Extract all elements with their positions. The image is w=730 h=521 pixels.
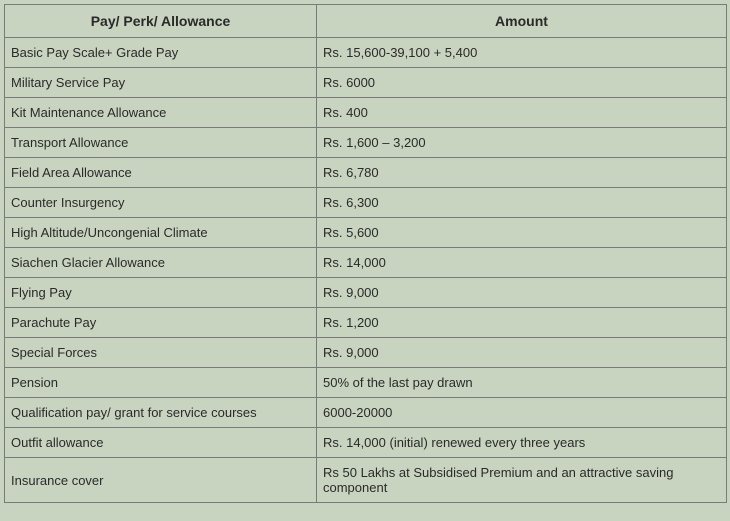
cell-amount: Rs. 5,600	[317, 218, 727, 248]
table-row: Flying PayRs. 9,000	[5, 278, 727, 308]
cell-label: High Altitude/Uncongenial Climate	[5, 218, 317, 248]
col-header-pay: Pay/ Perk/ Allowance	[5, 5, 317, 38]
cell-label: Outfit allowance	[5, 428, 317, 458]
cell-label: Qualification pay/ grant for service cou…	[5, 398, 317, 428]
table-row: Military Service PayRs. 6000	[5, 68, 727, 98]
cell-label: Siachen Glacier Allowance	[5, 248, 317, 278]
pay-allowance-table: Pay/ Perk/ Allowance Amount Basic Pay Sc…	[4, 4, 727, 503]
table-row: Special ForcesRs. 9,000	[5, 338, 727, 368]
cell-amount: Rs. 14,000 (initial) renewed every three…	[317, 428, 727, 458]
table-row: Siachen Glacier AllowanceRs. 14,000	[5, 248, 727, 278]
cell-label: Special Forces	[5, 338, 317, 368]
cell-amount: Rs. 15,600-39,100 + 5,400	[317, 38, 727, 68]
table-row: Transport AllowanceRs. 1,600 – 3,200	[5, 128, 727, 158]
table-row: Pension50% of the last pay drawn	[5, 368, 727, 398]
table-row: Qualification pay/ grant for service cou…	[5, 398, 727, 428]
cell-amount: Rs. 9,000	[317, 278, 727, 308]
col-header-amount: Amount	[317, 5, 727, 38]
table-row: Counter InsurgencyRs. 6,300	[5, 188, 727, 218]
cell-label: Counter Insurgency	[5, 188, 317, 218]
cell-amount: Rs. 1,600 – 3,200	[317, 128, 727, 158]
cell-label: Field Area Allowance	[5, 158, 317, 188]
cell-amount: Rs. 1,200	[317, 308, 727, 338]
table-row: Kit Maintenance AllowanceRs. 400	[5, 98, 727, 128]
cell-label: Kit Maintenance Allowance	[5, 98, 317, 128]
table-row: Insurance coverRs 50 Lakhs at Subsidised…	[5, 458, 727, 503]
cell-label: Transport Allowance	[5, 128, 317, 158]
cell-amount: 50% of the last pay drawn	[317, 368, 727, 398]
table-row: High Altitude/Uncongenial ClimateRs. 5,6…	[5, 218, 727, 248]
table-header-row: Pay/ Perk/ Allowance Amount	[5, 5, 727, 38]
cell-label: Military Service Pay	[5, 68, 317, 98]
cell-label: Basic Pay Scale+ Grade Pay	[5, 38, 317, 68]
cell-amount: Rs. 9,000	[317, 338, 727, 368]
table-row: Basic Pay Scale+ Grade PayRs. 15,600-39,…	[5, 38, 727, 68]
cell-amount: Rs 50 Lakhs at Subsidised Premium and an…	[317, 458, 727, 503]
cell-label: Flying Pay	[5, 278, 317, 308]
cell-label: Pension	[5, 368, 317, 398]
cell-amount: Rs. 6000	[317, 68, 727, 98]
table-row: Outfit allowanceRs. 14,000 (initial) ren…	[5, 428, 727, 458]
table-row: Field Area AllowanceRs. 6,780	[5, 158, 727, 188]
cell-amount: Rs. 400	[317, 98, 727, 128]
table-row: Parachute PayRs. 1,200	[5, 308, 727, 338]
cell-amount: Rs. 14,000	[317, 248, 727, 278]
cell-amount: Rs. 6,300	[317, 188, 727, 218]
cell-amount: Rs. 6,780	[317, 158, 727, 188]
cell-label: Parachute Pay	[5, 308, 317, 338]
cell-label: Insurance cover	[5, 458, 317, 503]
table-body: Basic Pay Scale+ Grade PayRs. 15,600-39,…	[5, 38, 727, 503]
cell-amount: 6000-20000	[317, 398, 727, 428]
